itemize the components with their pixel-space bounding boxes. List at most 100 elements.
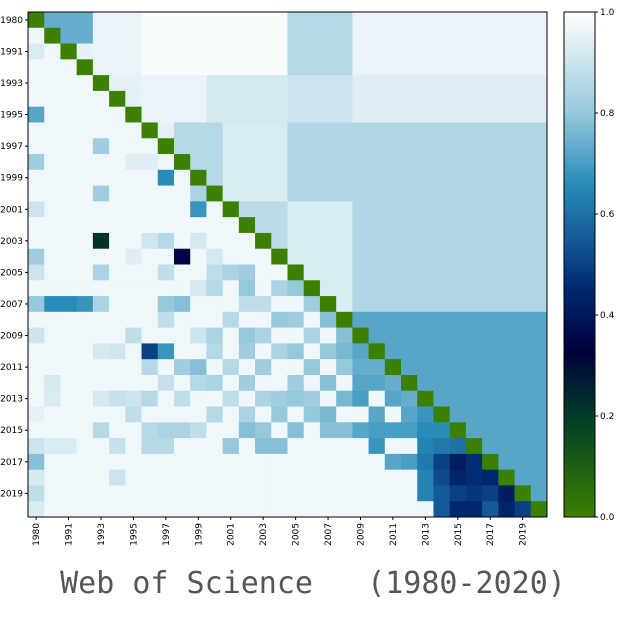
heatmap-cell (92, 169, 110, 186)
heatmap-cell (352, 12, 369, 29)
col-tick-label: 1997 (162, 523, 172, 546)
heatmap-cell (401, 311, 418, 329)
heatmap-cell (303, 169, 321, 186)
heatmap-cell (173, 59, 191, 76)
heatmap-cell (352, 406, 369, 423)
heatmap-cell (76, 390, 94, 407)
heatmap-cell (60, 485, 78, 502)
heatmap-cell (125, 217, 142, 234)
heatmap-cell (44, 59, 61, 76)
heatmap-cell (92, 138, 110, 155)
heatmap-cell (44, 232, 61, 250)
heatmap-cell (319, 232, 337, 250)
heatmap-cell (368, 43, 386, 60)
heatmap-cell (303, 217, 321, 234)
heatmap-cell (482, 422, 499, 439)
heatmap-cell (238, 422, 256, 439)
diagonal-cell (28, 12, 45, 29)
diagonal-cell (465, 438, 483, 455)
heatmap-cell (433, 485, 451, 502)
heatmap-cell (125, 453, 142, 471)
heatmap-cell (173, 485, 191, 502)
heatmap-cell (401, 12, 418, 29)
heatmap-cell (271, 27, 288, 44)
heatmap-cell (336, 59, 353, 76)
heatmap-cell (109, 201, 126, 218)
heatmap-cell (125, 248, 142, 265)
heatmap-cell (465, 12, 483, 29)
heatmap-cell (255, 469, 272, 486)
diagonal-cell (157, 138, 175, 155)
diagonal-cell (206, 185, 224, 202)
heatmap-cell (173, 406, 191, 423)
heatmap-cell (92, 12, 110, 29)
heatmap-cell (368, 422, 386, 439)
heatmap-cell (271, 280, 288, 297)
heatmap-cell (417, 217, 434, 234)
heatmap-cell (109, 106, 126, 123)
heatmap-cell (352, 59, 369, 76)
heatmap-cell (336, 232, 353, 250)
heatmap-cell (336, 469, 353, 486)
diagonal-cell (76, 59, 94, 76)
heatmap-cell (449, 453, 467, 471)
heatmap-cell (141, 138, 159, 155)
heatmap-cell (449, 469, 467, 486)
heatmap-cell (255, 406, 272, 423)
heatmap-cell (125, 122, 142, 139)
heatmap-cell (271, 359, 288, 376)
heatmap-cell (287, 232, 305, 250)
row-tick-label: 1997 (0, 142, 23, 152)
heatmap-cell (368, 169, 386, 186)
heatmap-cell (190, 12, 207, 29)
heatmap-cell (352, 75, 369, 92)
diagonal-cell (238, 217, 256, 234)
heatmap-cell (287, 169, 305, 186)
heatmap-cell (303, 327, 321, 344)
heatmap-cell (173, 12, 191, 29)
heatmap-cell (60, 327, 78, 344)
heatmap-cell (384, 59, 402, 76)
heatmap-cell (433, 359, 451, 376)
heatmap-cell (238, 343, 256, 360)
heatmap-cell (92, 59, 110, 76)
heatmap-cell (514, 217, 532, 234)
heatmap-cell (109, 501, 126, 518)
heatmap-cell (449, 374, 467, 392)
heatmap-cell (255, 453, 272, 471)
heatmap-cell (384, 122, 402, 139)
heatmap-cell (141, 106, 159, 123)
heatmap-cell (514, 75, 532, 92)
heatmap-cell (44, 75, 61, 92)
heatmap-cell (384, 90, 402, 108)
heatmap-cell (530, 453, 548, 471)
heatmap-cell (336, 154, 353, 171)
heatmap-cell (287, 59, 305, 76)
heatmap-cell (352, 485, 369, 502)
heatmap-cell (368, 374, 386, 392)
heatmap-cell (76, 43, 94, 60)
heatmap-cell (465, 280, 483, 297)
heatmap-cell (60, 106, 78, 123)
heatmap-cell (141, 248, 159, 265)
heatmap-cell (287, 90, 305, 108)
heatmap-cell (384, 485, 402, 502)
heatmap-cell (530, 469, 548, 486)
heatmap-cell (465, 185, 483, 202)
heatmap-cell (482, 327, 499, 344)
heatmap-cell (514, 90, 532, 108)
heatmap-cell (498, 90, 515, 108)
heatmap-cell (352, 138, 369, 155)
heatmap-cell (368, 390, 386, 407)
row-tick-label: 1999 (0, 174, 23, 184)
heatmap-cell (28, 248, 45, 265)
heatmap-cell (384, 390, 402, 407)
heatmap-cell (76, 343, 94, 360)
heatmap-cell (222, 154, 240, 171)
heatmap-cell (28, 469, 45, 486)
heatmap-cell (28, 59, 45, 76)
heatmap-cell (449, 264, 467, 281)
heatmap-cell (76, 327, 94, 344)
heatmap-cell (76, 232, 94, 250)
heatmap-cell (109, 296, 126, 313)
